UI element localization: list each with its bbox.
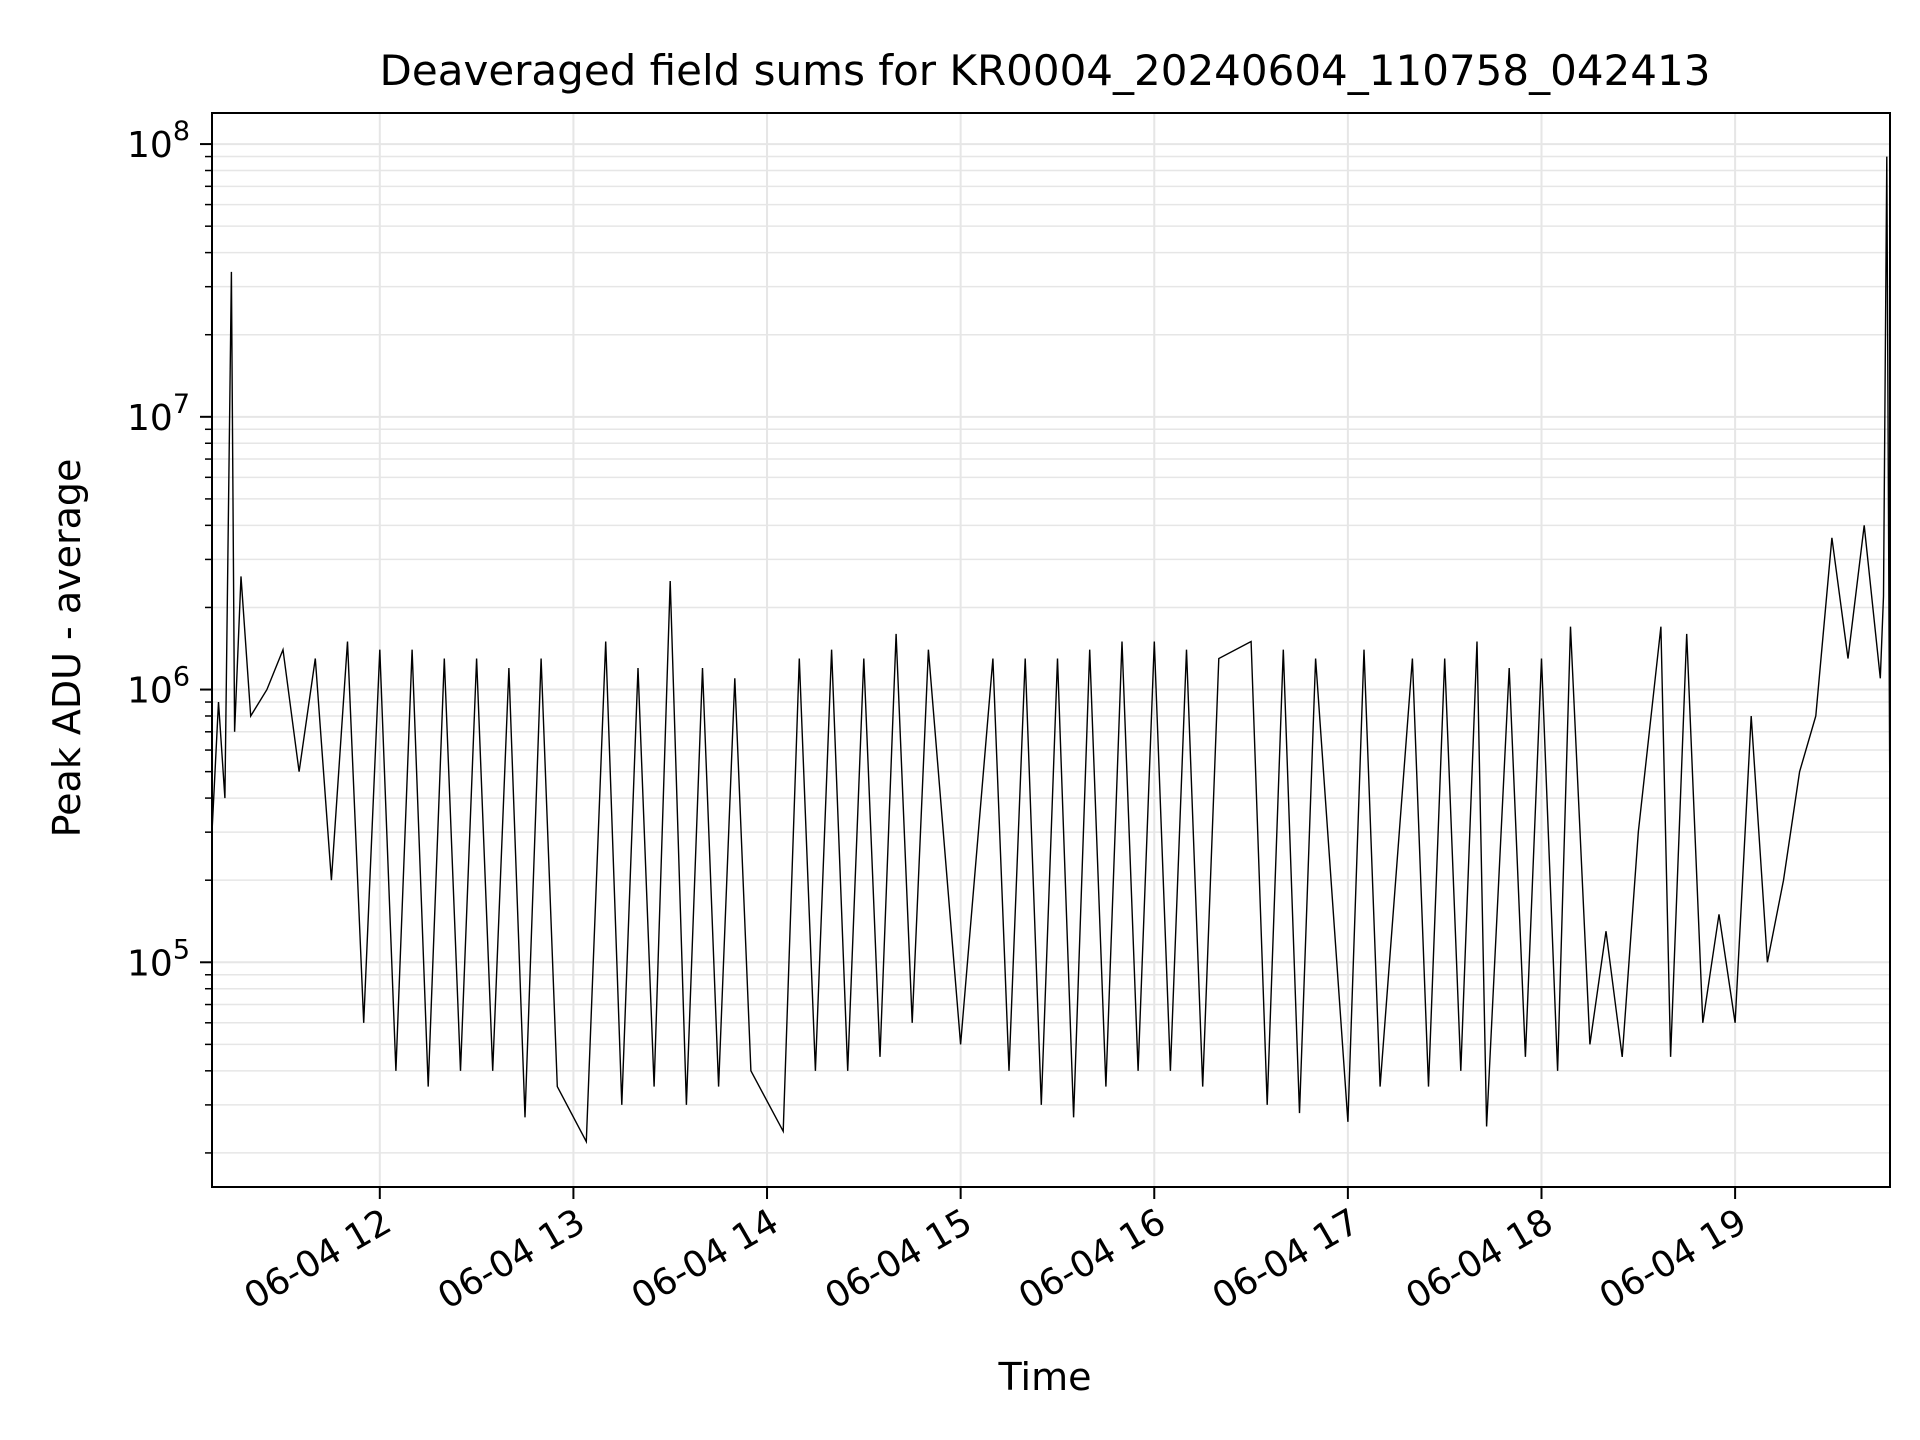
- y-tick-label: 105: [127, 934, 190, 984]
- y-tick-label: 108: [127, 116, 190, 166]
- series-line: [211, 156, 1891, 1145]
- y-ticks: 105 107 106 108: [127, 116, 212, 1154]
- y-axis-label: Peak ADU - average: [45, 459, 89, 838]
- x-axis-label: Time: [998, 1355, 1092, 1399]
- y-tick-label: 106: [127, 662, 190, 712]
- chart-title: Deaveraged field sums for KR0004_2024060…: [380, 46, 1711, 95]
- y-tick-label: 107: [127, 389, 190, 439]
- plot-frame: [211, 112, 1891, 1188]
- series: [211, 156, 1891, 1145]
